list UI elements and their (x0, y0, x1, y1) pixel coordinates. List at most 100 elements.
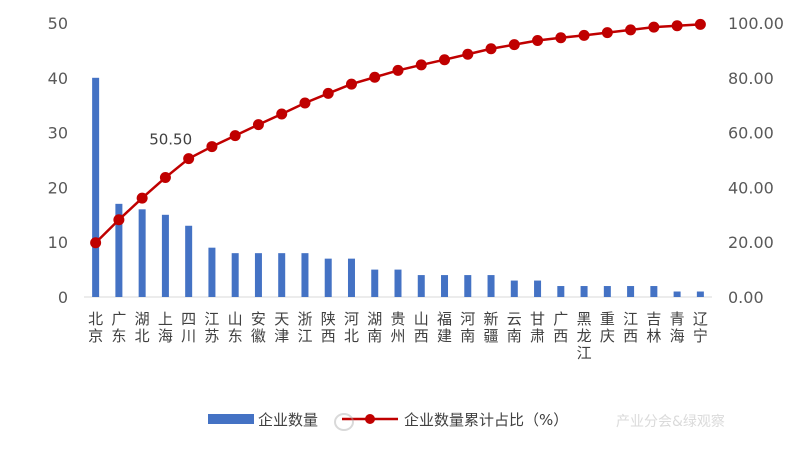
line-point-福建 (439, 54, 451, 66)
line-point-四川 (183, 153, 195, 165)
legend-bar-label: 企业数量 (258, 411, 318, 429)
bar-series (92, 77, 704, 297)
bar-广西 (557, 286, 565, 297)
line-point-吉林 (648, 21, 660, 33)
bar-湖南 (371, 269, 379, 297)
right-axis-tick-label: 60.00 (728, 124, 774, 143)
line-point-黑龙江 (578, 29, 590, 41)
left-axis-tick-label: 0 (58, 288, 68, 307)
line-point-新疆 (485, 43, 497, 55)
line-point-广西 (555, 32, 567, 44)
x-tick-label: 黑龙江 (577, 310, 592, 362)
line-point-湖北 (136, 192, 148, 204)
bar-广东 (115, 203, 123, 297)
bar-天津 (278, 253, 286, 297)
bar-青海 (673, 291, 681, 297)
x-tick-label: 广东 (111, 310, 126, 345)
x-tick-label: 湖南 (367, 310, 382, 345)
bar-安徽 (254, 253, 262, 297)
line-point-云南 (508, 39, 520, 51)
right-y-axis: 0.00 20.00 40.00 60.00 80.00 100.00 (728, 14, 784, 307)
bar-福建 (441, 275, 449, 297)
x-tick-label: 云南 (507, 310, 522, 345)
x-tick-label: 青海 (670, 310, 685, 345)
bar-上海 (161, 214, 169, 297)
x-tick-label: 湖北 (135, 310, 150, 345)
bar-重庆 (603, 286, 611, 297)
x-tick-label: 重庆 (600, 310, 615, 345)
legend-line-label: 企业数量累计占比（%） (404, 411, 568, 429)
bar-浙江 (301, 253, 309, 297)
bar-云南 (510, 280, 518, 297)
legend: 企业数量 企业数量累计占比（%） (208, 411, 568, 429)
x-tick-label: 陕西 (321, 310, 336, 345)
line-point-北京 (90, 237, 102, 249)
bar-四川 (185, 225, 193, 297)
x-tick-label: 浙江 (297, 310, 312, 345)
bar-辽宁 (696, 291, 704, 297)
left-axis-tick-label: 10 (48, 233, 68, 252)
line-point-天津 (276, 108, 288, 120)
bar-山西 (417, 275, 425, 297)
bar-湖北 (138, 209, 146, 297)
bar-河南 (464, 275, 472, 297)
line-point-安徽 (252, 119, 264, 131)
x-tick-label: 河南 (460, 310, 475, 345)
x-tick-label: 山东 (228, 310, 243, 345)
bar-甘肃 (534, 280, 542, 297)
x-tick-label: 江苏 (204, 310, 219, 345)
bar-北京 (92, 77, 100, 297)
bar-贵州 (394, 269, 402, 297)
legend-bar-swatch (208, 414, 254, 424)
right-axis-tick-label: 80.00 (728, 69, 774, 88)
bar-黑龙江 (580, 286, 588, 297)
x-tick-label: 甘肃 (530, 310, 545, 345)
line-point-辽宁 (694, 18, 706, 30)
x-tick-label: 上海 (158, 310, 173, 345)
line-point-重庆 (601, 27, 613, 39)
line-point-河南 (462, 48, 474, 60)
line-point-山西 (415, 59, 427, 71)
bar-新疆 (487, 275, 495, 297)
bar-山东 (231, 253, 239, 297)
x-tick-label: 广西 (553, 310, 568, 345)
line-point-河北 (345, 78, 357, 90)
line-point-浙江 (299, 97, 311, 109)
line-point-江西 (625, 24, 637, 36)
right-axis-tick-label: 20.00 (728, 233, 774, 252)
x-tick-label: 安徽 (251, 310, 266, 345)
x-tick-label: 新疆 (484, 310, 499, 345)
bar-江苏 (208, 247, 216, 297)
left-axis-tick-label: 20 (48, 178, 68, 197)
bar-陕西 (324, 258, 332, 297)
x-tick-label: 河北 (344, 310, 359, 345)
bar-河北 (347, 258, 355, 297)
x-tick-label: 辽宁 (693, 310, 708, 345)
line-point-甘肃 (532, 35, 544, 47)
x-tick-label: 江西 (623, 310, 638, 345)
x-tick-label: 吉林 (646, 310, 661, 345)
x-tick-label: 贵州 (390, 310, 405, 345)
left-y-axis: 0 10 20 30 40 50 (48, 14, 68, 307)
right-axis-tick-label: 100.00 (728, 14, 784, 33)
legend-line-marker (365, 414, 375, 424)
left-axis-tick-label: 50 (48, 14, 68, 33)
line-point-陕西 (322, 87, 334, 99)
x-tick-label: 山西 (414, 310, 429, 345)
left-axis-tick-label: 40 (48, 69, 68, 88)
line-point-江苏 (206, 141, 218, 153)
x-tick-label: 北京 (88, 310, 103, 345)
line-point-山东 (229, 130, 241, 142)
x-tick-label: 天津 (274, 310, 289, 345)
line-point-广东 (113, 214, 125, 226)
line-point-上海 (159, 172, 171, 184)
right-axis-tick-label: 40.00 (728, 178, 774, 197)
right-axis-tick-label: 0.00 (728, 288, 764, 307)
line-point-贵州 (392, 64, 404, 76)
x-tick-label: 四川 (181, 310, 196, 345)
line-series (90, 18, 706, 249)
annotation-label: 50.50 (149, 131, 192, 149)
x-tick-label: 福建 (437, 310, 452, 345)
line-point-青海 (671, 20, 683, 32)
x-axis-labels: 北京广东湖北上海四川江苏山东安徽天津浙江陕西河北湖南贵州山西福建河南新疆云南甘肃… (88, 310, 708, 362)
